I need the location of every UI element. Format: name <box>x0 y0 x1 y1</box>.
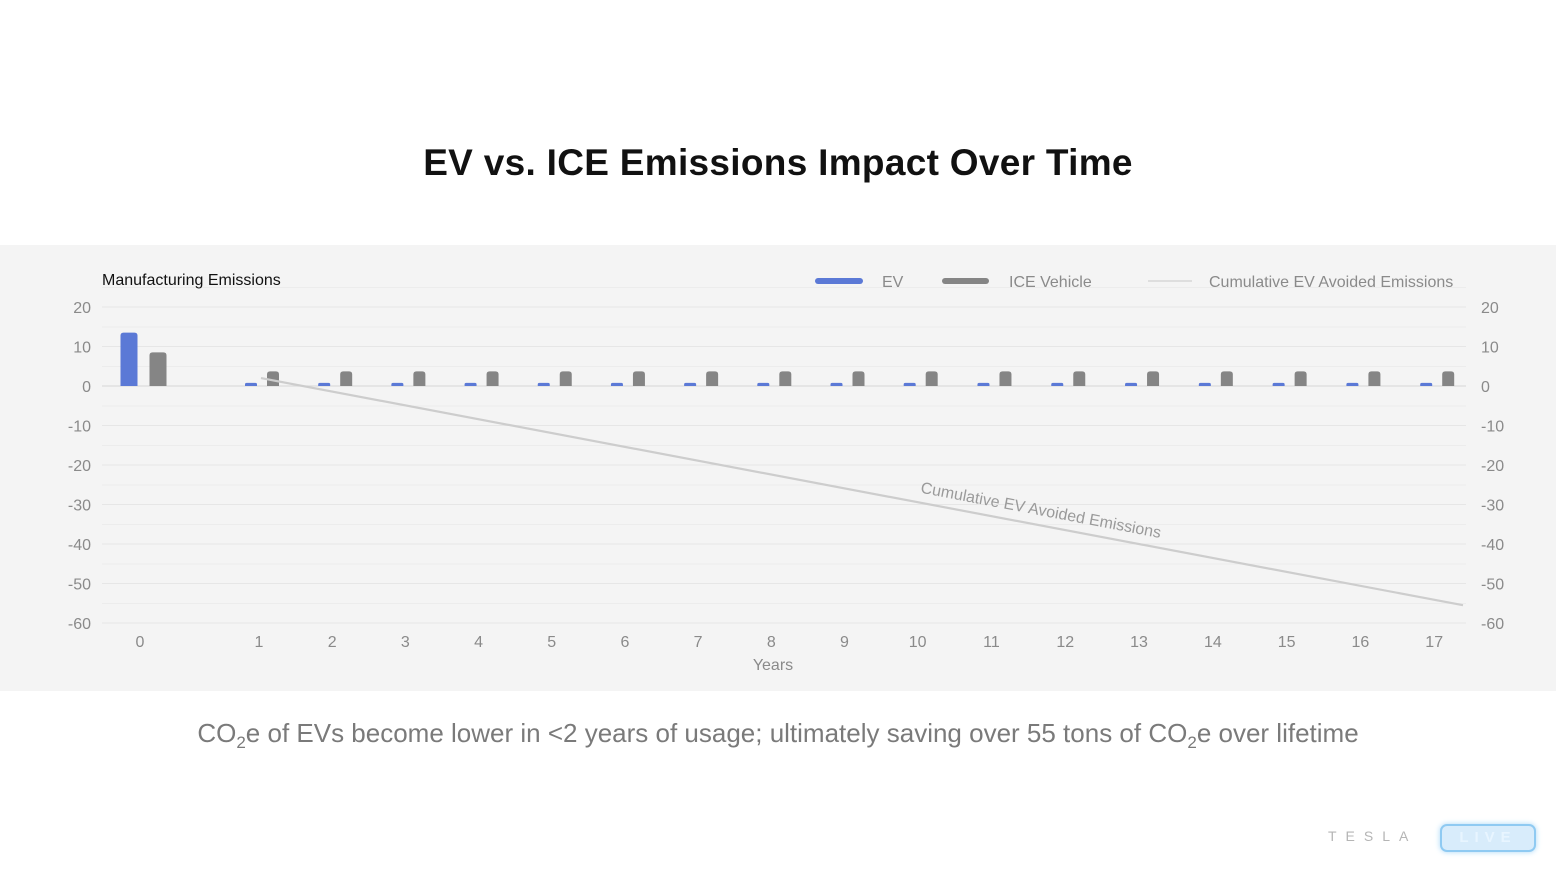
legend-label-cumulative: Cumulative EV Avoided Emissions <box>1209 274 1453 291</box>
ev-bar <box>318 382 331 386</box>
ice-bar <box>706 371 719 386</box>
ice-bar <box>1294 371 1307 386</box>
ice-bar <box>1220 371 1233 386</box>
ev-bar <box>245 382 257 386</box>
x-tick-label: 4 <box>474 634 483 651</box>
x-tick-label: 12 <box>1056 634 1074 651</box>
y-tick-label-right: -30 <box>1481 498 1504 515</box>
ice-bar <box>559 371 572 386</box>
legend-label-ice: ICE Vehicle <box>1009 274 1092 291</box>
chart-panel: 20 20 10 10 0 0 -10 -10 -20 -20 -30 -30 -40 -40 -50 -50… <box>0 245 1556 691</box>
legend-label-ev: EV <box>882 274 904 291</box>
ev-bar <box>977 382 990 386</box>
ice-bar <box>149 352 167 386</box>
ev-bar <box>1051 382 1064 386</box>
ice-bar <box>999 371 1012 386</box>
y-tick-label-right: 20 <box>1481 300 1499 317</box>
ev-bar <box>391 382 404 386</box>
ice-bar <box>340 371 353 386</box>
ice-bar <box>1073 371 1086 386</box>
x-tick-label: 2 <box>328 634 337 651</box>
ice-bar <box>486 371 499 386</box>
x-tick-label: 8 <box>767 634 776 651</box>
ice-bar <box>1442 371 1455 386</box>
x-tick-label: 5 <box>547 634 556 651</box>
ev-bar <box>1420 382 1433 386</box>
ev-bar <box>120 332 138 386</box>
x-tick-label: 16 <box>1352 634 1370 651</box>
caption-subscript-2: 2 <box>1187 733 1197 752</box>
ev-bar <box>610 382 623 386</box>
x-tick-label: 10 <box>909 634 927 651</box>
ice-bar <box>1368 371 1381 386</box>
brand-mark: TESLA LIVE <box>1328 824 1538 854</box>
ev-bar <box>537 382 550 386</box>
ev-bar <box>1125 382 1138 386</box>
ice-bar <box>413 371 426 386</box>
y-tick-label-right: -10 <box>1481 419 1504 436</box>
x-tick-label: 11 <box>983 634 1000 651</box>
ev-bar <box>1198 382 1211 386</box>
caption-text-3: e over lifetime <box>1196 718 1359 748</box>
ev-bar <box>830 382 843 386</box>
y-tick-label-left: -60 <box>68 616 91 633</box>
x-tick-label: 0 <box>136 634 145 651</box>
ice-bar <box>267 371 279 386</box>
ev-bar <box>757 382 770 386</box>
chart-caption: CO2e of EVs become lower in <2 years of … <box>0 718 1556 752</box>
cumulative-line-annotation: Cumulative EV Avoided Emissions <box>919 480 1162 542</box>
caption-text-1: CO <box>197 718 237 748</box>
x-tick-label: 15 <box>1278 634 1296 651</box>
x-tick-label: 1 <box>255 634 264 651</box>
caption-subscript-1: 2 <box>236 733 246 752</box>
x-tick-label: 13 <box>1130 634 1148 651</box>
caption-text-2: e of EVs become lower in <2 years of usa… <box>245 718 1188 748</box>
y-tick-label-left: -50 <box>68 577 91 594</box>
cumulative-avoided-line <box>260 377 1464 607</box>
y-axis-title: Manufacturing Emissions <box>102 272 281 289</box>
ice-bar <box>779 371 792 386</box>
ev-bar <box>1272 382 1285 386</box>
tesla-wordmark: TESLA <box>1328 828 1418 844</box>
ice-bar <box>632 371 645 386</box>
ice-bar <box>1147 371 1160 386</box>
y-tick-label-right: -20 <box>1481 458 1504 475</box>
y-tick-label-left: 10 <box>73 340 91 357</box>
ev-bar <box>684 382 697 386</box>
x-tick-label: 17 <box>1425 634 1443 651</box>
ice-bar <box>925 371 938 386</box>
ev-bar <box>903 382 916 386</box>
ice-bar <box>852 371 865 386</box>
x-tick-label: 14 <box>1204 634 1222 651</box>
x-tick-label: 3 <box>401 634 410 651</box>
live-badge: LIVE <box>1440 824 1536 852</box>
y-tick-label-right: -60 <box>1481 616 1504 633</box>
x-tick-label: 7 <box>694 634 703 651</box>
y-tick-label-right: -50 <box>1481 577 1504 594</box>
y-tick-label-left: -10 <box>68 419 91 436</box>
x-axis-title: Years <box>753 657 793 674</box>
y-tick-label-right: 10 <box>1481 340 1499 357</box>
x-tick-label: 6 <box>620 634 629 651</box>
ev-bar <box>1346 382 1359 386</box>
y-tick-label-left: 20 <box>73 300 91 317</box>
y-tick-label-right: -40 <box>1481 537 1504 554</box>
chart-title: EV vs. ICE Emissions Impact Over Time <box>423 142 1133 183</box>
y-tick-label-left: -20 <box>68 458 91 475</box>
ev-bar <box>464 382 477 386</box>
y-tick-label-left: 0 <box>82 379 91 396</box>
x-tick-label: 9 <box>840 634 849 651</box>
y-tick-label-left: -40 <box>68 537 91 554</box>
y-tick-label-right: 0 <box>1481 379 1490 396</box>
y-tick-label-left: -30 <box>68 498 91 515</box>
